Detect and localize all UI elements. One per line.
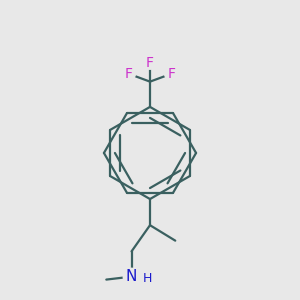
Circle shape (143, 56, 157, 69)
Text: F: F (146, 56, 154, 70)
Text: H: H (143, 272, 152, 286)
Text: F: F (167, 67, 175, 81)
Circle shape (165, 67, 178, 80)
Text: F: F (125, 67, 133, 81)
Circle shape (123, 268, 140, 285)
Circle shape (122, 67, 135, 80)
Text: N: N (126, 269, 137, 284)
